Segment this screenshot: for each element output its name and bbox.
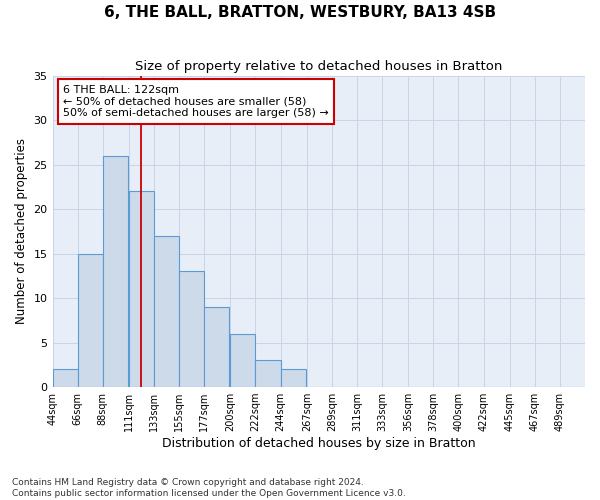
Text: Contains HM Land Registry data © Crown copyright and database right 2024.
Contai: Contains HM Land Registry data © Crown c… [12, 478, 406, 498]
Y-axis label: Number of detached properties: Number of detached properties [15, 138, 28, 324]
Bar [53, 370, 77, 387]
X-axis label: Distribution of detached houses by size in Bratton: Distribution of detached houses by size … [162, 437, 476, 450]
Title: Size of property relative to detached houses in Bratton: Size of property relative to detached ho… [135, 60, 502, 73]
Bar [204, 307, 229, 387]
Bar [256, 360, 281, 387]
Text: 6, THE BALL, BRATTON, WESTBURY, BA13 4SB: 6, THE BALL, BRATTON, WESTBURY, BA13 4SB [104, 5, 496, 20]
Bar [103, 156, 128, 387]
Bar [230, 334, 256, 387]
Bar [281, 370, 305, 387]
Bar [129, 192, 154, 387]
Bar [77, 254, 103, 387]
Text: 6 THE BALL: 122sqm
← 50% of detached houses are smaller (58)
50% of semi-detache: 6 THE BALL: 122sqm ← 50% of detached hou… [63, 85, 329, 118]
Bar [154, 236, 179, 387]
Bar [179, 272, 204, 387]
